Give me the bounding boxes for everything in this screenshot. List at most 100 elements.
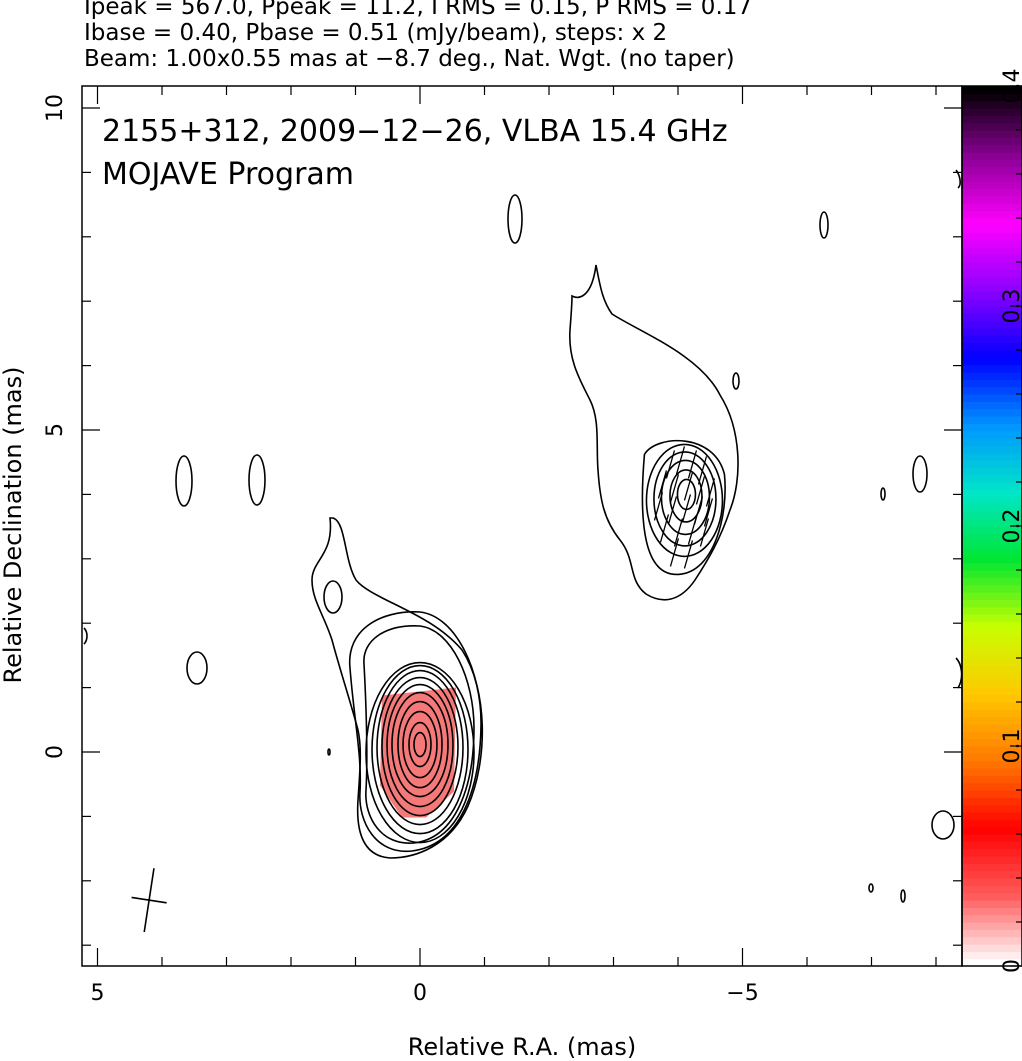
- contour-island: [900, 889, 906, 903]
- x-tick-labels: 5 0 −5: [91, 981, 759, 1006]
- colorbar-swatch: [962, 423, 1022, 432]
- colorbar-swatch: [962, 782, 1022, 791]
- y-tick-labels: 0 5 10: [43, 94, 68, 759]
- colorbar-swatch: [962, 115, 1022, 124]
- colorbar-swatch: [962, 951, 1022, 960]
- polarization-vector: [705, 478, 716, 507]
- colorbar-swatch: [962, 680, 1022, 688]
- polarization-vector: [681, 494, 692, 523]
- header-line-2: Ibase = 0.40, Pbase = 0.51 (mJy/beam), s…: [84, 20, 668, 46]
- colorbar-swatch: [962, 108, 1022, 116]
- header-line-3: Beam: 1.00x0.55 mas at −8.7 deg., Nat. W…: [84, 46, 735, 72]
- contour-jet-level-1: [569, 264, 739, 601]
- colorbar-swatch: [962, 152, 1022, 160]
- colorbar-tick-label: 0.1: [1000, 729, 1022, 764]
- contour-island: [912, 455, 928, 493]
- contour-jet-level-2: [641, 439, 726, 576]
- colorbar-swatch: [962, 379, 1022, 388]
- colorbar-swatch: [962, 665, 1022, 674]
- polarization-vector: [697, 456, 708, 485]
- colorbar-swatch: [962, 709, 1022, 718]
- colorbar-swatch: [962, 181, 1022, 190]
- colorbar-swatch: [962, 511, 1022, 520]
- colorbar-swatch: [962, 291, 1022, 300]
- x-tick-label: 0: [413, 981, 427, 1006]
- colorbar-swatch: [962, 416, 1022, 424]
- colorbar-swatch: [962, 672, 1022, 681]
- colorbar-swatch: [962, 401, 1022, 410]
- colorbar-swatch: [962, 269, 1022, 278]
- polarization-vector: [683, 472, 694, 501]
- colorbar-swatch: [962, 804, 1022, 813]
- contour-core-level-12: [408, 721, 432, 768]
- colorbar-swatch: [962, 438, 1022, 446]
- colorbar-swatch: [962, 922, 1022, 930]
- colorbar-swatch: [962, 606, 1022, 615]
- contour-layer: [83, 169, 962, 933]
- contour-core-level-13: [413, 731, 427, 758]
- colorbar-swatch: [962, 775, 1022, 784]
- program-annotation: MOJAVE Program: [102, 157, 354, 192]
- colorbar-swatch: [962, 130, 1022, 138]
- colorbar-swatch: [962, 797, 1022, 806]
- colorbar-swatch: [962, 570, 1022, 578]
- colorbar-swatch: [962, 540, 1022, 549]
- contour-island: [327, 748, 331, 756]
- contour-edge-fragment: [955, 169, 961, 189]
- colorbar-swatch: [962, 555, 1022, 564]
- contour-core-level-6: [376, 669, 464, 826]
- colorbar-swatch: [962, 320, 1022, 329]
- source-annotation: 2155+312, 2009−12−26, VLBA 15.4 GHz: [102, 114, 728, 149]
- colorbar-swatch: [962, 907, 1022, 916]
- colorbar-swatch: [962, 247, 1022, 256]
- colorbar-swatch: [962, 856, 1022, 864]
- x-tick-label: 5: [91, 981, 105, 1006]
- contour-core-level-11: [402, 710, 438, 779]
- y-tick-label: 0: [43, 745, 68, 759]
- colorbar-swatch: [962, 548, 1022, 556]
- colorbar-swatch: [962, 460, 1022, 468]
- colorbar-swatch: [962, 489, 1022, 498]
- colorbar-tick-label: 0.3: [1000, 289, 1022, 324]
- colorbar-swatch: [962, 166, 1022, 175]
- contour-island: [868, 883, 874, 893]
- colorbar-tick-label: 0.2: [1000, 509, 1022, 544]
- colorbar-swatch: [962, 526, 1022, 534]
- colorbar-swatch: [962, 276, 1022, 285]
- colorbar-swatch: [962, 93, 1022, 102]
- y-tick-label: 5: [43, 423, 68, 437]
- contour-jet-level-4: [653, 451, 717, 547]
- colorbar-swatch: [962, 614, 1022, 622]
- polarization-vector: [665, 450, 676, 479]
- colorbar-swatch: [962, 372, 1022, 380]
- colorbar-swatch: [962, 467, 1022, 476]
- colorbar-swatch: [962, 284, 1022, 292]
- colorbar-swatch: [962, 885, 1022, 894]
- beam-minor-axis: [131, 896, 167, 904]
- colorbar-swatch: [962, 702, 1022, 710]
- colorbar-swatch: [962, 687, 1022, 696]
- y-tick-label: 10: [43, 94, 68, 122]
- contour-island: [186, 651, 208, 685]
- colorbar-swatch: [962, 100, 1022, 109]
- colorbar-swatch: [962, 122, 1022, 131]
- polarization-vector: [653, 492, 664, 521]
- colorbar-swatch: [962, 86, 1022, 94]
- colorbar-swatch: [962, 496, 1022, 505]
- colorbar-swatch: [962, 577, 1022, 586]
- colorbar-swatch: [962, 900, 1022, 908]
- contour-island: [880, 487, 886, 501]
- colorbar-swatch: [962, 218, 1022, 226]
- axis-ticks: [82, 86, 962, 966]
- colorbar-swatch: [962, 694, 1022, 703]
- colorbar-swatch: [962, 958, 1022, 967]
- colorbar-swatch: [962, 650, 1022, 659]
- polarization-vector: [669, 474, 680, 503]
- colorbar-swatch: [962, 394, 1022, 402]
- colorbar-swatch: [962, 841, 1022, 850]
- colorbar-swatch: [962, 929, 1022, 938]
- colorbar-swatch: [962, 518, 1022, 527]
- colorbar-swatch: [962, 746, 1022, 754]
- polarization-vector: [657, 470, 668, 499]
